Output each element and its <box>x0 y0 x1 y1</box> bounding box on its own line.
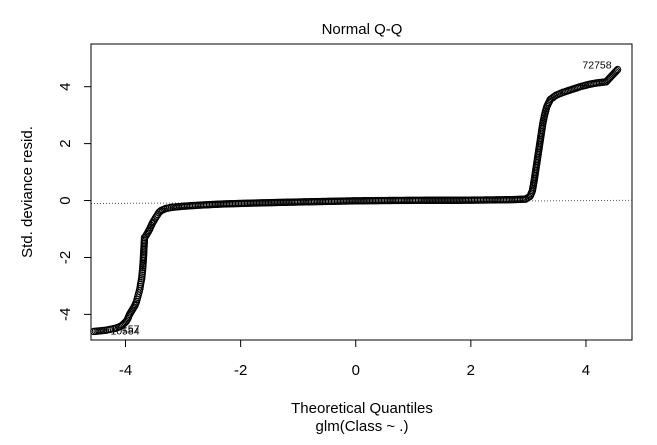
x-tick-label: 0 <box>352 362 360 379</box>
point-label: 157 <box>122 324 140 336</box>
data-point <box>155 208 163 217</box>
y-axis: -4 -2 0 2 4 <box>57 83 92 321</box>
y-axis-label: Std. deviance resid. <box>19 126 36 258</box>
data-point <box>611 68 620 76</box>
x-tick-label: -4 <box>119 362 132 379</box>
point-label: 10584 <box>110 325 139 337</box>
y-tick-label: -2 <box>57 251 74 264</box>
data-point <box>613 65 622 74</box>
x-axis-label: Theoretical Quantiles <box>291 400 433 417</box>
data-point <box>152 212 161 220</box>
y-tick-label: 0 <box>57 196 74 204</box>
x-tick-label: 4 <box>582 362 590 379</box>
x-tick-label: -2 <box>234 362 247 379</box>
y-tick-label: 4 <box>57 83 74 91</box>
chart-title: Normal Q-Q <box>322 21 403 38</box>
model-caption: glm(Class ~ .) <box>316 418 409 435</box>
x-axis: -4 -2 0 2 4 <box>119 339 590 379</box>
plot-frame <box>90 43 633 341</box>
data-point <box>151 214 160 222</box>
data-points <box>90 65 622 336</box>
y-tick-label: 2 <box>57 139 74 147</box>
point-label: 72758 <box>582 60 611 72</box>
data-point <box>150 216 159 224</box>
y-tick-label: -4 <box>57 308 74 321</box>
x-tick-label: 2 <box>467 362 475 379</box>
data-point <box>612 67 621 75</box>
